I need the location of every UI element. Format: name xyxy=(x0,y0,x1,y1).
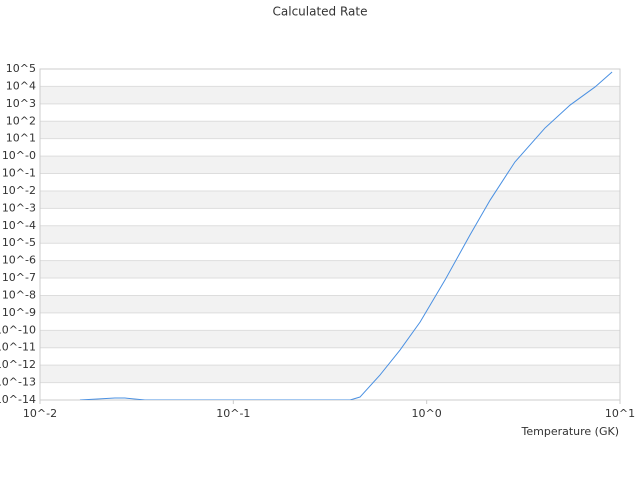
y-tick-label: 10^1 xyxy=(6,132,36,145)
grid-band xyxy=(40,260,620,279)
y-tick-label: 10^-13 xyxy=(0,376,36,389)
grid-band xyxy=(40,225,620,244)
x-axis-label: Temperature (GK) xyxy=(521,425,620,438)
y-tick-label: 10^-9 xyxy=(2,306,36,319)
data-line xyxy=(79,71,613,400)
y-tick-label: 10^-1 xyxy=(2,167,36,180)
y-tick-label: 10^2 xyxy=(6,114,36,127)
y-tick-label: 10^5 xyxy=(6,62,36,75)
y-tick-label: 10^-14 xyxy=(0,393,36,406)
y-tick-label: 10^-8 xyxy=(2,288,36,301)
grid-band xyxy=(40,295,620,313)
grid-band xyxy=(40,86,620,104)
grid-band xyxy=(40,365,620,383)
x-tick-label: 10^-1 xyxy=(216,407,250,420)
plot-background xyxy=(40,86,620,383)
grid-band xyxy=(40,156,620,174)
y-tick-label: 10^-10 xyxy=(0,323,36,336)
y-tick-label: 10^-3 xyxy=(2,201,36,214)
x-tick-label: 10^-2 xyxy=(23,407,57,420)
y-tick-label: 10^4 xyxy=(6,79,36,92)
y-tick-label: 10^-4 xyxy=(2,219,36,232)
y-tick-label: 10^-7 xyxy=(2,271,36,284)
grid-band xyxy=(40,190,620,209)
y-tick-label: 10^-12 xyxy=(0,358,36,371)
y-tick-label: 10^-6 xyxy=(2,254,36,267)
y-tick-label: 10^-0 xyxy=(2,149,36,162)
x-tick-label: 10^0 xyxy=(412,407,442,420)
chart-title: Calculated Rate xyxy=(273,5,368,19)
grid-band xyxy=(40,121,620,139)
y-tick-label: 10^3 xyxy=(6,97,36,110)
y-tick-label: 10^-5 xyxy=(2,236,36,249)
y-tick-label: 10^-11 xyxy=(0,341,36,354)
grid-band xyxy=(40,330,620,348)
x-tick-label: 10^1 xyxy=(605,407,635,420)
y-tick-label: 10^-2 xyxy=(2,184,36,197)
